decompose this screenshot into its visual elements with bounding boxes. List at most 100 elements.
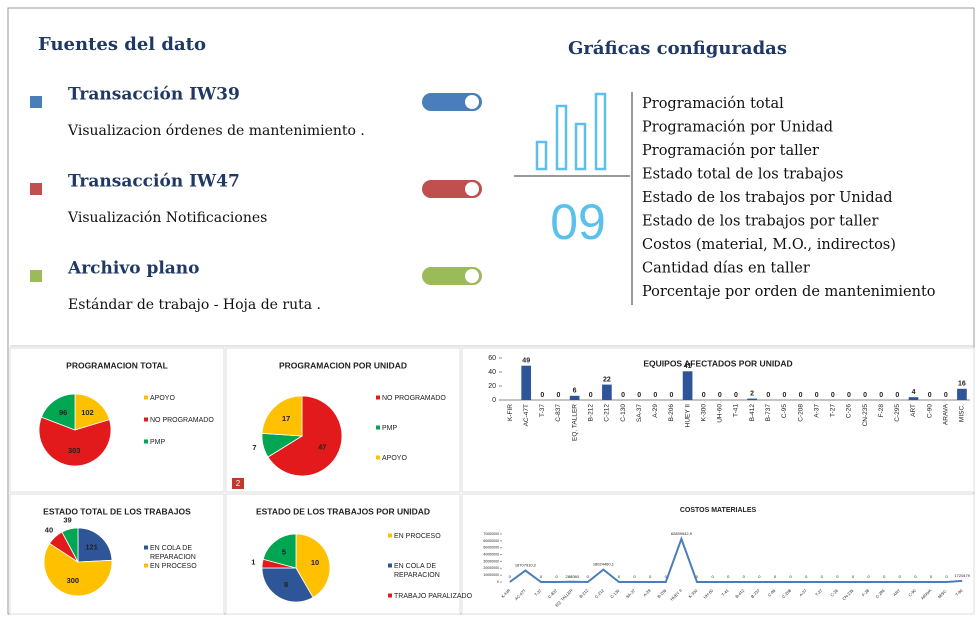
- data-label: 0: [637, 392, 641, 399]
- data-label: 0: [711, 574, 714, 579]
- x-tick-label: C-295: [874, 587, 886, 599]
- data-label: 0: [618, 574, 621, 579]
- x-tick-label: T-90: [954, 587, 964, 597]
- data-label: 0: [836, 574, 839, 579]
- x-tick-label: SA-37: [625, 587, 637, 599]
- x-tick-label: C-95: [767, 587, 777, 597]
- x-tick-label: A-29: [642, 587, 652, 597]
- x-tick-label: C-95: [781, 404, 788, 418]
- x-tick-label: C-837: [555, 404, 562, 422]
- source-name: Transacción IW47: [68, 172, 240, 192]
- x-tick-label: UH-60: [717, 404, 724, 423]
- y-tick-label: 10000000: [483, 573, 499, 577]
- x-tick-label: C-837: [547, 587, 559, 599]
- x-tick-label: C-212: [594, 587, 606, 599]
- x-tick-label: T-41: [733, 404, 740, 417]
- x-tick-label: F-28: [878, 404, 885, 418]
- x-tick-label: C-130: [609, 587, 621, 599]
- legend-label: EN COLA DE REPARACION: [150, 545, 196, 561]
- data-label: 0: [945, 574, 948, 579]
- y-tick-label: 20000000: [483, 566, 499, 570]
- pie-slice: [261, 567, 314, 603]
- x-tick-label: K-FIR: [507, 404, 514, 421]
- data-label: 0: [815, 392, 819, 399]
- x-tick-label: T-41: [720, 587, 730, 597]
- legend-swatch: [144, 545, 148, 550]
- toggle-knob: [465, 95, 479, 109]
- legend-swatch: [388, 533, 392, 538]
- data-label: 10: [311, 558, 319, 567]
- x-tick-label: B-212: [587, 404, 594, 422]
- data-label: 7: [252, 443, 256, 452]
- data-label: 102: [81, 408, 94, 417]
- data-label: 0: [863, 392, 867, 399]
- y-tick-label: 40: [488, 369, 496, 376]
- chart-title: ESTADO DE LOS TRABAJOS POR UNIDAD: [256, 506, 430, 516]
- data-label: 0: [928, 392, 932, 399]
- bar: [908, 397, 919, 400]
- x-tick-label: C-295: [894, 404, 901, 422]
- source-description: Estándar de trabajo - Hoja de ruta .: [68, 297, 321, 313]
- configured-item: Estado total de los trabajos: [642, 167, 843, 183]
- data-label: 18024460,1: [593, 562, 615, 567]
- legend-label: EN PROCESO: [394, 533, 441, 540]
- configured-item: Estado de los trabajos por taller: [642, 214, 878, 230]
- data-label: 0: [789, 574, 792, 579]
- data-label: 0: [734, 392, 738, 399]
- data-label: 0: [587, 574, 590, 579]
- data-label: 0: [847, 392, 851, 399]
- data-label: 47: [318, 442, 326, 451]
- data-label: 0: [867, 574, 870, 579]
- y-tick-label: 60000000: [483, 539, 499, 543]
- bar-icon: [535, 92, 607, 171]
- legend-label: PMP: [150, 439, 166, 446]
- x-tick-label: C-90: [926, 404, 933, 418]
- data-label: 8: [284, 580, 288, 589]
- chart-title: EQUIPOS AFECTADOS POR UNIDAD: [643, 358, 792, 368]
- sources-title: Fuentes del dato: [38, 34, 206, 55]
- source-icon: [30, 96, 42, 108]
- y-tick-label: 60: [488, 355, 496, 362]
- data-label: 0: [653, 392, 657, 399]
- y-tick-label: 0: [497, 580, 499, 584]
- chart-title: COSTOS MATERIALES: [680, 507, 757, 514]
- data-label: 0: [805, 574, 808, 579]
- data-label: 0: [799, 392, 803, 399]
- source-description: Visualizacion órdenes de mantenimiento .: [67, 123, 365, 139]
- data-label: 288080: [566, 574, 580, 579]
- panel: [461, 493, 975, 615]
- data-label: 0: [718, 392, 722, 399]
- x-tick-label: B-206: [656, 587, 668, 599]
- configured-title: Gráficas configuradas: [568, 38, 787, 59]
- data-label: 0: [540, 392, 544, 399]
- badge: [232, 478, 244, 489]
- data-label: 40: [45, 525, 53, 534]
- chart-title: PROGRAMACION TOTAL: [66, 360, 168, 370]
- x-tick-label: C-130: [620, 404, 627, 422]
- data-label: 0: [895, 392, 899, 399]
- data-label: 0: [702, 392, 706, 399]
- data-label: 22: [603, 376, 611, 383]
- bar: [521, 365, 532, 400]
- toggle-knob: [465, 269, 479, 283]
- x-tick-label: B-412: [749, 404, 756, 422]
- legend-swatch: [376, 425, 380, 430]
- y-tick-label: 70000000: [483, 532, 499, 536]
- chart-title: PROGRAMACION POR UNIDAD: [279, 360, 407, 370]
- legend-label: APOYO: [150, 395, 175, 402]
- pie-slice: [61, 527, 79, 563]
- toggle-knob: [465, 182, 479, 196]
- x-tick-label: B-206: [668, 404, 675, 422]
- x-tick-label: ART: [910, 404, 917, 417]
- data-label: 0: [509, 574, 512, 579]
- data-label: 0: [758, 574, 761, 579]
- x-tick-label: SA-37: [636, 404, 643, 422]
- y-tick-label: 50000000: [483, 546, 499, 550]
- chart-count: 09: [550, 194, 606, 250]
- x-tick-label: MISC.: [959, 404, 966, 422]
- x-tick-label: K-300: [687, 587, 699, 599]
- x-tick-label: F-28: [861, 587, 871, 597]
- panel: [461, 347, 975, 493]
- pie-slice: [43, 542, 113, 597]
